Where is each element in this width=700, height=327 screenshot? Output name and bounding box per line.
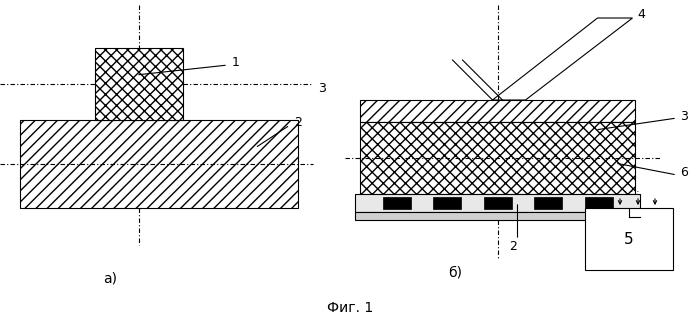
Bar: [360, 122, 635, 194]
Polygon shape: [493, 18, 633, 100]
Text: 3: 3: [318, 81, 326, 95]
Bar: [382, 197, 410, 209]
Text: б): б): [448, 265, 462, 279]
Bar: [585, 208, 673, 270]
Bar: [355, 212, 640, 220]
Text: · · · ·: · · · ·: [618, 187, 640, 197]
Text: 2: 2: [510, 240, 517, 253]
Bar: [534, 197, 562, 209]
Bar: [20, 120, 298, 208]
Text: Фиг. 1: Фиг. 1: [327, 301, 373, 315]
Bar: [355, 194, 640, 212]
Text: 3: 3: [680, 110, 688, 123]
Text: 2: 2: [294, 116, 302, 129]
Bar: [484, 197, 512, 209]
Text: а): а): [103, 271, 117, 285]
Bar: [360, 100, 635, 122]
Bar: [433, 197, 461, 209]
Text: 1: 1: [232, 57, 240, 70]
Bar: [584, 197, 612, 209]
Text: 4: 4: [638, 9, 645, 22]
Text: 5: 5: [624, 232, 634, 247]
Text: 6: 6: [680, 166, 688, 180]
Bar: [95, 48, 183, 120]
